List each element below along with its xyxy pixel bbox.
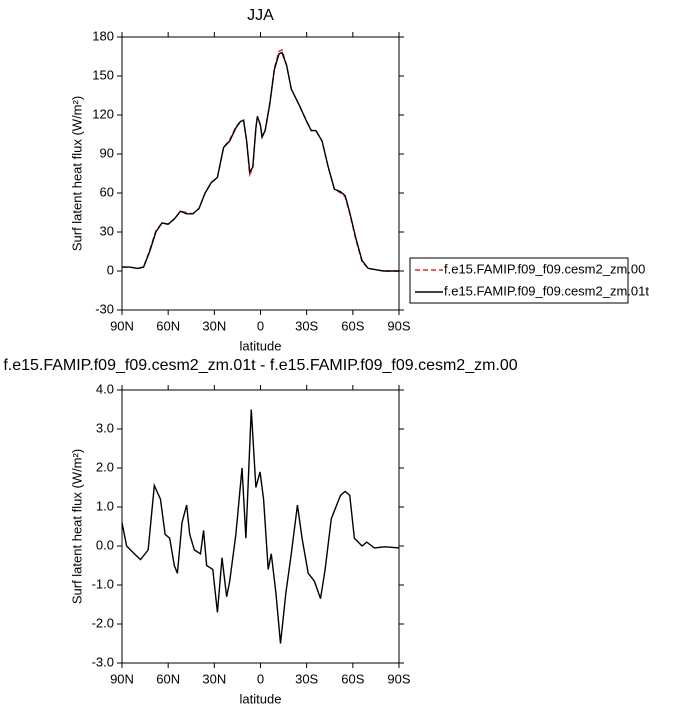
y-tick-label: 0	[107, 262, 114, 277]
y-tick-label: -3.0	[92, 654, 114, 669]
y-axis-label: Surf latent heat flux (W/m²)	[69, 96, 84, 251]
x-axis-label: latitude	[240, 338, 282, 353]
legend-box	[409, 257, 629, 304]
y-axis-label: Surf latent heat flux (W/m²)	[69, 449, 84, 604]
y-tick-label: 150	[92, 67, 114, 82]
x-tick-label: 90N	[110, 671, 134, 686]
y-tick-label: -2.0	[92, 615, 114, 630]
data-line	[122, 51, 399, 272]
chart-title: JJA	[247, 7, 274, 24]
legend-label: f.e15.FAMIP.f09_f09.cesm2_zm.00	[444, 261, 645, 276]
y-tick-label: -30	[95, 301, 114, 316]
x-tick-label: 60N	[156, 318, 180, 333]
y-tick-label: 180	[92, 28, 114, 43]
x-tick-label: 0	[257, 318, 264, 333]
data-line	[122, 49, 399, 272]
x-tick-label: 60N	[156, 671, 180, 686]
plot-frame	[121, 389, 400, 664]
y-tick-label: 3.0	[96, 420, 114, 435]
x-tick-label: 60S	[341, 318, 364, 333]
x-tick-label: 30S	[295, 671, 318, 686]
x-axis-label: latitude	[240, 691, 282, 706]
y-tick-label: -1.0	[92, 576, 114, 591]
x-tick-label: 90N	[110, 318, 134, 333]
x-tick-label: 90S	[387, 671, 410, 686]
x-tick-label: 60S	[341, 671, 364, 686]
y-tick-label: 0.0	[96, 537, 114, 552]
x-tick-label: 0	[257, 671, 264, 686]
y-tick-label: 2.0	[96, 459, 114, 474]
y-tick-label: 30	[100, 223, 114, 238]
plot-frame	[121, 36, 400, 311]
x-tick-label: 30S	[295, 318, 318, 333]
data-line	[121, 409, 400, 644]
x-tick-label: 30N	[202, 671, 226, 686]
x-tick-label: 30N	[202, 318, 226, 333]
y-tick-label: 1.0	[96, 498, 114, 513]
y-tick-label: 120	[92, 106, 114, 121]
y-tick-label: 4.0	[96, 381, 114, 396]
y-tick-label: 90	[100, 145, 114, 160]
chart-title: f.e15.FAMIP.f09_f09.cesm2_zm.01t - f.e15…	[3, 357, 517, 374]
legend-label: f.e15.FAMIP.f09_f09.cesm2_zm.01t	[444, 283, 649, 298]
y-tick-label: 60	[100, 184, 114, 199]
x-tick-label: 90S	[387, 318, 410, 333]
